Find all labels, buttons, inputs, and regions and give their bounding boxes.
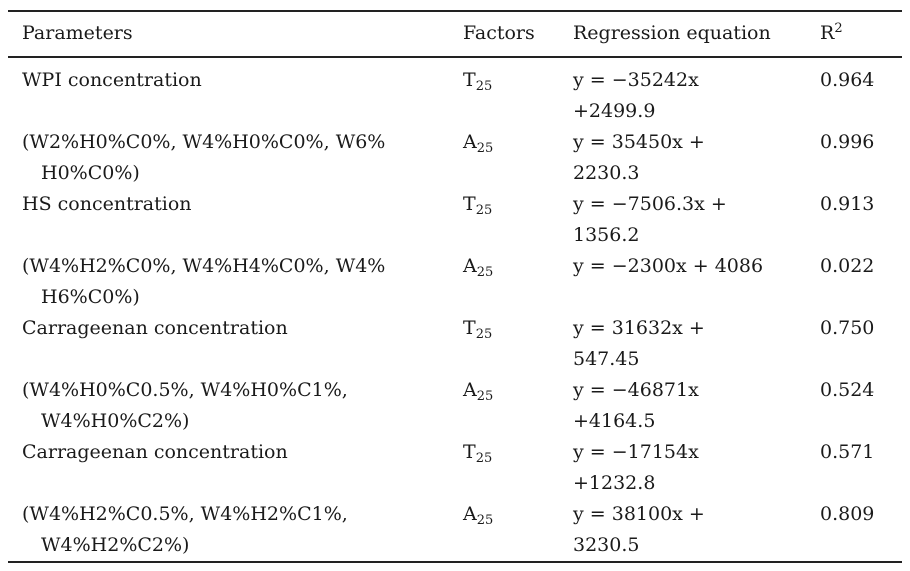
factor-cell: T25: [463, 437, 573, 499]
equation-line2: +4164.5: [573, 410, 656, 432]
equation-cell: y = 35450x + 2230.3: [573, 127, 820, 189]
equation-cell: y = −17154x +1232.8: [573, 437, 820, 499]
parameter-cell: (W4%H2%C0%, W4%H4%C0%, W4% H6%C0%): [8, 251, 463, 313]
factor-cell: T25: [463, 57, 573, 127]
column-header-parameters: Parameters: [8, 11, 463, 58]
factor-cell: T25: [463, 313, 573, 375]
parameter-cell: WPI concentration: [8, 57, 463, 127]
r-squared-value-cell: 0.524: [820, 379, 875, 401]
parameter-line2: H0%C0%): [41, 162, 140, 184]
factor-symbol: T: [463, 193, 476, 215]
column-header-factors: Factors: [463, 11, 573, 58]
factor-subscript: 25: [476, 141, 494, 156]
parameter-line1: (W2%H0%C0%, W4%H0%C0%, W6%: [22, 131, 386, 153]
equation-line1: y = 38100x +: [573, 503, 705, 525]
table-row: Carrageenan concentration T25 y = −17154…: [8, 437, 902, 499]
factor-subscript: 25: [475, 327, 493, 342]
factor-subscript: 25: [475, 79, 493, 94]
r-squared-value-cell: 0.571: [820, 441, 875, 463]
factor-subscript: 25: [476, 265, 494, 280]
factor-symbol: A: [463, 255, 477, 277]
equation-line1: y = −17154x: [573, 441, 699, 463]
factor-symbol: A: [463, 503, 477, 525]
factor-symbol: T: [463, 441, 476, 463]
r-squared-value-cell: 0.913: [820, 193, 875, 215]
parameter-line1: (W4%H0%C0.5%, W4%H0%C1%,: [22, 379, 348, 401]
parameter-cell: (W2%H0%C0%, W4%H0%C0%, W6% H0%C0%): [8, 127, 463, 189]
equation-line1: y = 31632x +: [573, 317, 705, 339]
table-row: (W2%H0%C0%, W4%H0%C0%, W6% H0%C0%) A25 y…: [8, 127, 902, 189]
parameter-cell: (W4%H0%C0.5%, W4%H0%C1%, W4%H0%C2%): [8, 375, 463, 437]
parameter-line1: Carrageenan concentration: [22, 441, 288, 463]
paper-table-container: Parameters Factors Regression equation R…: [8, 10, 902, 563]
r-squared-base: R: [820, 22, 835, 44]
parameter-line2: W4%H0%C2%): [41, 410, 190, 432]
table-header-row: Parameters Factors Regression equation R…: [8, 11, 902, 58]
regression-table: Parameters Factors Regression equation R…: [8, 10, 902, 563]
table-row: (W4%H2%C0%, W4%H4%C0%, W4% H6%C0%) A25 y…: [8, 251, 902, 313]
parameter-cell: (W4%H2%C0.5%, W4%H2%C1%, W4%H2%C2%): [8, 499, 463, 562]
equation-line1: y = −7506.3x +: [573, 193, 727, 215]
equation-line1: y = 35450x +: [573, 131, 705, 153]
factor-symbol: T: [463, 317, 476, 339]
table-body: WPI concentration T25 y = −35242x +2499.…: [8, 57, 902, 562]
factor-cell: A25: [463, 251, 573, 313]
r-squared-value-cell: 0.750: [820, 317, 875, 339]
factor-symbol: T: [463, 69, 476, 91]
equation-line1: y = −46871x: [573, 379, 699, 401]
parameter-line1: (W4%H2%C0.5%, W4%H2%C1%,: [22, 503, 348, 525]
factor-subscript: 25: [475, 451, 493, 466]
equation-cell: y = −35242x +2499.9: [573, 57, 820, 127]
parameter-line1: HS concentration: [22, 193, 192, 215]
equation-cell: y = 31632x + 547.45: [573, 313, 820, 375]
parameter-cell: Carrageenan concentration: [8, 437, 463, 499]
parameter-line1: (W4%H2%C0%, W4%H4%C0%, W4%: [22, 255, 386, 277]
factor-subscript: 25: [476, 389, 494, 404]
equation-line2: 3230.5: [573, 534, 640, 556]
equation-line1: y = −2300x + 4086: [573, 255, 764, 277]
factor-symbol: A: [463, 131, 477, 153]
r-squared-value-cell: 0.022: [820, 255, 875, 277]
parameter-cell: Carrageenan concentration: [8, 313, 463, 375]
factor-cell: A25: [463, 375, 573, 437]
equation-cell: y = 38100x + 3230.5: [573, 499, 820, 562]
factor-subscript: 25: [475, 203, 493, 218]
equation-line2: 2230.3: [573, 162, 640, 184]
table-row: WPI concentration T25 y = −35242x +2499.…: [8, 57, 902, 127]
equation-cell: y = −46871x +4164.5: [573, 375, 820, 437]
table-row: Carrageenan concentration T25 y = 31632x…: [8, 313, 902, 375]
parameter-line2: H6%C0%): [41, 286, 140, 308]
equation-line1: y = −35242x: [573, 69, 699, 91]
equation-line2: 1356.2: [573, 224, 640, 246]
table-row: (W4%H0%C0.5%, W4%H0%C1%, W4%H0%C2%) A25 …: [8, 375, 902, 437]
factor-subscript: 25: [476, 513, 494, 528]
equation-line2: +1232.8: [573, 472, 656, 494]
factor-cell: A25: [463, 127, 573, 189]
parameter-line1: Carrageenan concentration: [22, 317, 288, 339]
parameter-line2: W4%H2%C2%): [41, 534, 190, 556]
table-row: (W4%H2%C0.5%, W4%H2%C1%, W4%H2%C2%) A25 …: [8, 499, 902, 562]
factor-cell: T25: [463, 189, 573, 251]
factor-symbol: A: [463, 379, 477, 401]
r-squared-value-cell: 0.809: [820, 503, 875, 525]
table-row: HS concentration T25 y = −7506.3x + 1356…: [8, 189, 902, 251]
r-squared-value-cell: 0.964: [820, 69, 875, 91]
parameter-cell: HS concentration: [8, 189, 463, 251]
equation-line2: 547.45: [573, 348, 640, 370]
equation-line2: +2499.9: [573, 100, 656, 122]
equation-cell: y = −2300x + 4086: [573, 251, 820, 313]
equation-cell: y = −7506.3x + 1356.2: [573, 189, 820, 251]
parameter-line1: WPI concentration: [22, 69, 202, 91]
column-header-r-squared: R2: [820, 11, 902, 58]
r-squared-value-cell: 0.996: [820, 131, 875, 153]
factor-cell: A25: [463, 499, 573, 562]
column-header-regression-equation: Regression equation: [573, 11, 820, 58]
r-squared-superscript: 2: [834, 21, 843, 36]
